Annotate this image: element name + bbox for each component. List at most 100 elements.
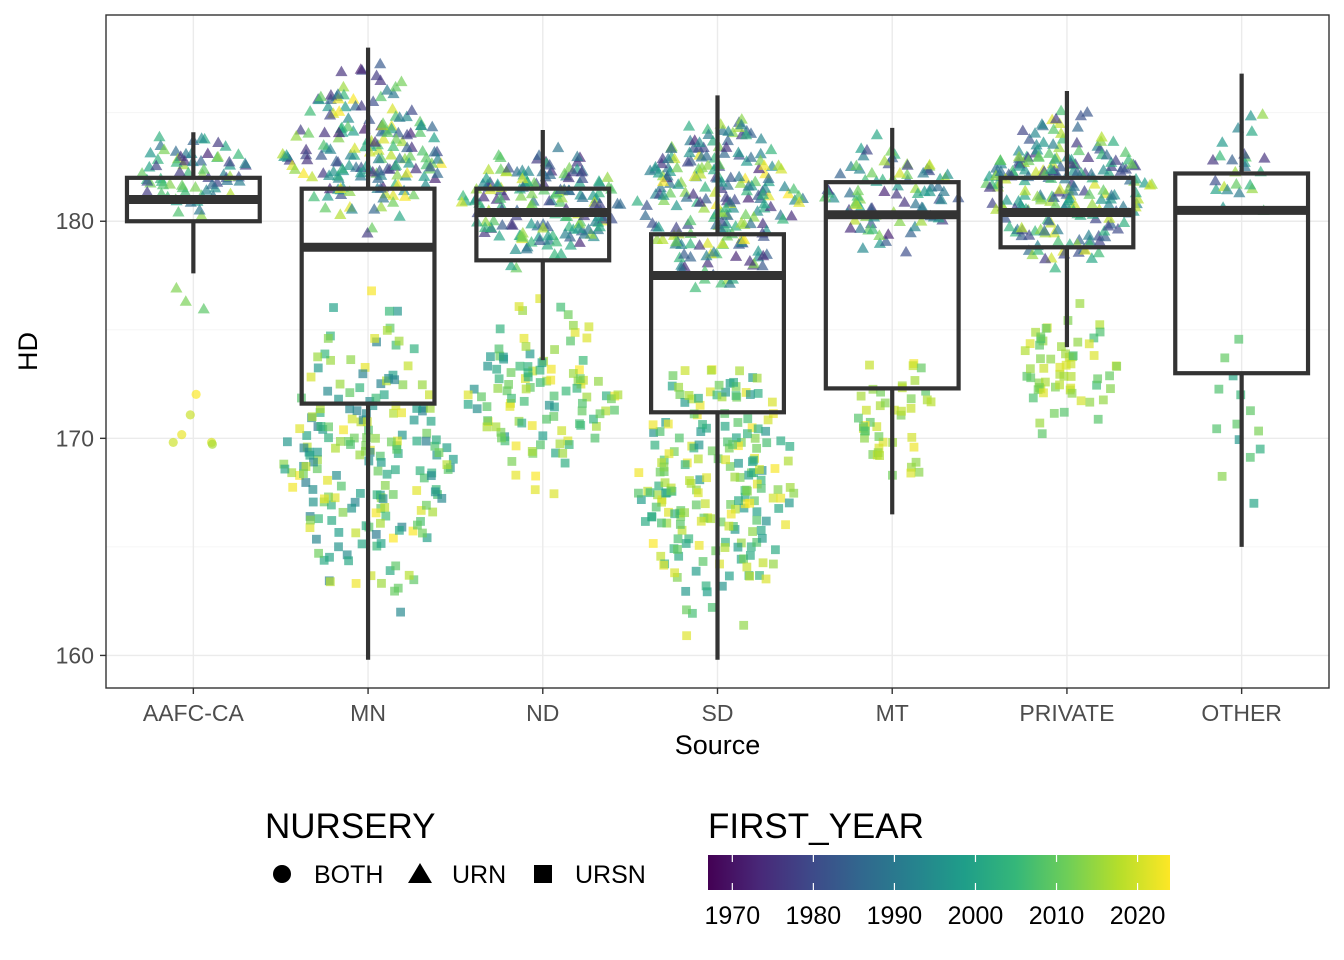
data-point-square	[610, 405, 619, 415]
data-point-triangle	[389, 80, 402, 92]
data-point-square	[305, 523, 315, 533]
data-point-triangle	[193, 203, 206, 215]
data-point-triangle	[670, 199, 683, 211]
data-point-triangle	[1063, 192, 1076, 204]
data-point-triangle	[393, 111, 406, 122]
data-point-triangle	[732, 146, 745, 158]
data-point-triangle	[491, 178, 504, 189]
data-point-triangle	[656, 233, 669, 244]
data-point-square	[380, 503, 390, 512]
data-point-triangle	[593, 220, 606, 232]
data-point-triangle	[1230, 178, 1243, 189]
data-point-square	[496, 427, 506, 437]
data-point-square	[694, 440, 704, 450]
data-point-square	[670, 568, 680, 578]
data-point-triangle	[361, 226, 374, 238]
data-point-square	[743, 414, 753, 424]
data-point-triangle	[739, 208, 752, 220]
data-point-triangle	[1016, 124, 1029, 136]
data-point-square	[681, 539, 691, 548]
data-point-square	[731, 391, 741, 400]
data-point-square	[325, 577, 335, 587]
color-bar-label: 1980	[786, 902, 842, 930]
data-point-square	[889, 405, 899, 415]
data-point-square	[695, 475, 705, 485]
data-point-square	[549, 391, 559, 401]
data-point-triangle	[502, 161, 515, 173]
data-point-triangle	[672, 178, 685, 189]
data-point-square	[385, 566, 395, 575]
data-point-square	[324, 422, 333, 432]
data-point-triangle	[1055, 127, 1068, 138]
data-point-square	[1245, 452, 1255, 462]
data-point-triangle	[575, 165, 588, 177]
data-point-triangle	[1245, 125, 1258, 136]
color-bar-label: 1990	[867, 902, 923, 930]
data-point-square	[412, 436, 422, 446]
data-point-square	[911, 457, 921, 467]
data-point-triangle	[1095, 130, 1108, 142]
boxplot-mn	[299, 47, 437, 660]
data-point-triangle	[923, 158, 936, 170]
data-point-square	[640, 517, 650, 526]
data-point-square	[753, 424, 763, 434]
data-point-square	[750, 496, 759, 506]
data-point-square	[578, 355, 588, 365]
data-point-square	[324, 433, 333, 443]
data-point-square	[733, 418, 743, 427]
data-point-triangle	[844, 222, 857, 233]
data-point-square	[323, 386, 333, 396]
data-point-triangle	[1118, 216, 1131, 228]
data-point-square	[707, 446, 717, 456]
data-point-square	[392, 444, 402, 454]
data-point-triangle	[664, 186, 677, 198]
data-point-square	[1026, 373, 1036, 383]
data-point-square	[594, 376, 603, 386]
data-point-triangle	[542, 229, 555, 241]
data-point-square	[308, 485, 318, 494]
data-point-triangle	[393, 210, 406, 221]
data-point-square	[469, 384, 479, 394]
data-point-square	[304, 447, 314, 457]
data-point-triangle	[578, 228, 591, 239]
data-point-square	[1059, 407, 1069, 417]
data-point-square	[1232, 419, 1242, 429]
data-point-square	[606, 394, 616, 404]
data-point-square	[696, 427, 706, 437]
data-point-triangle	[631, 195, 644, 206]
data-point-square	[1066, 359, 1076, 369]
data-point-triangle	[368, 203, 381, 214]
data-point-square	[378, 494, 388, 504]
data-point-square	[372, 490, 382, 500]
data-point-square	[527, 421, 537, 430]
data-point-triangle	[697, 202, 711, 213]
data-point-square	[391, 561, 401, 571]
data-point-triangle	[387, 140, 400, 151]
data-point-square	[921, 386, 931, 396]
data-point-square	[370, 334, 380, 343]
data-point-square	[784, 498, 794, 508]
data-point-triangle	[323, 169, 336, 180]
data-point-square	[409, 344, 419, 354]
data-point-square	[408, 526, 418, 536]
data-point-square	[494, 344, 504, 354]
legend-key-triangle	[408, 863, 432, 883]
color-bar	[708, 855, 1170, 890]
data-point-triangle	[383, 163, 396, 174]
data-point-square	[758, 558, 768, 568]
data-point-triangle	[1037, 136, 1050, 147]
first-year-legend: FIRST_YEAR 1970 1980 1990 2000 2010 2020	[705, 807, 1170, 930]
data-point-square	[1085, 397, 1095, 407]
data-point-square	[1098, 395, 1108, 405]
data-point-triangle	[354, 63, 367, 74]
data-point-square	[472, 404, 482, 414]
data-point-triangle	[738, 233, 751, 245]
data-point-square	[634, 468, 644, 478]
data-point-square	[695, 400, 705, 410]
data-point-triangle	[1053, 141, 1066, 153]
data-point-triangle	[520, 242, 533, 254]
data-point-triangle	[721, 134, 734, 146]
data-point-square	[549, 412, 559, 421]
data-point-square	[523, 368, 533, 378]
data-point-triangle	[141, 175, 154, 186]
